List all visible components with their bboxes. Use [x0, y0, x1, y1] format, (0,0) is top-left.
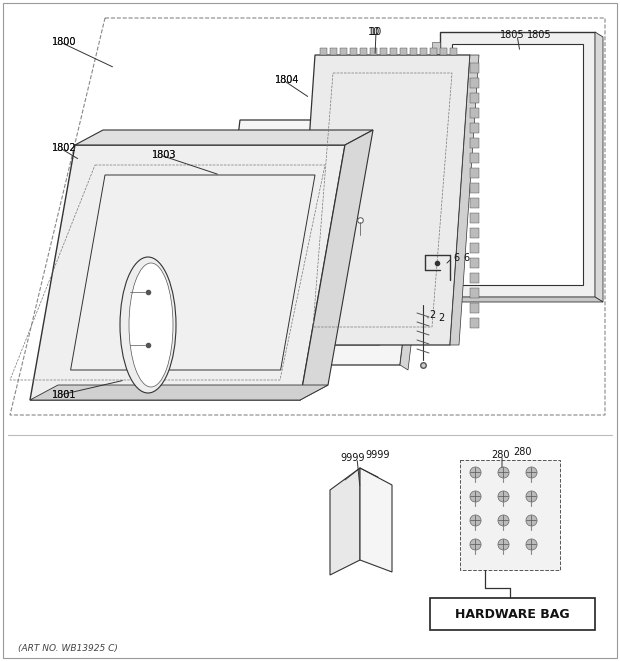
Polygon shape — [432, 276, 440, 288]
Polygon shape — [432, 168, 440, 180]
Polygon shape — [400, 120, 438, 370]
Polygon shape — [30, 385, 328, 400]
Text: 1803: 1803 — [152, 150, 177, 160]
Polygon shape — [410, 48, 417, 55]
Polygon shape — [470, 138, 479, 148]
Text: 2: 2 — [438, 313, 445, 323]
Text: 1801: 1801 — [52, 390, 76, 400]
Polygon shape — [470, 318, 479, 328]
Polygon shape — [420, 48, 427, 55]
Polygon shape — [300, 130, 373, 400]
Text: 1802: 1802 — [52, 143, 77, 153]
Text: 1800: 1800 — [52, 37, 76, 47]
Polygon shape — [432, 240, 440, 252]
Text: 280: 280 — [492, 450, 510, 460]
Polygon shape — [230, 140, 410, 345]
Polygon shape — [440, 32, 595, 297]
Text: 10: 10 — [368, 27, 380, 37]
Text: 1805: 1805 — [500, 30, 525, 40]
Polygon shape — [400, 48, 407, 55]
Polygon shape — [432, 186, 440, 198]
Text: 6: 6 — [463, 253, 469, 263]
Text: 6: 6 — [454, 253, 460, 263]
Ellipse shape — [129, 263, 173, 387]
Bar — [430, 598, 595, 630]
Text: 10: 10 — [370, 27, 383, 37]
Text: (ART NO. WB13925 C): (ART NO. WB13925 C) — [18, 644, 118, 652]
Polygon shape — [30, 145, 345, 400]
Polygon shape — [360, 48, 367, 55]
Polygon shape — [360, 468, 392, 572]
Text: 1805: 1805 — [527, 30, 552, 40]
Text: 1803: 1803 — [152, 150, 177, 160]
Polygon shape — [390, 48, 397, 55]
Polygon shape — [295, 55, 470, 345]
Polygon shape — [470, 63, 479, 73]
Polygon shape — [452, 44, 583, 285]
Polygon shape — [470, 168, 479, 178]
Polygon shape — [470, 213, 479, 223]
Polygon shape — [470, 93, 479, 103]
Polygon shape — [470, 258, 479, 268]
Polygon shape — [432, 42, 440, 54]
Polygon shape — [470, 108, 479, 118]
Polygon shape — [470, 303, 479, 313]
Polygon shape — [470, 153, 479, 163]
Polygon shape — [432, 222, 440, 234]
Text: 1800: 1800 — [52, 37, 76, 47]
Polygon shape — [350, 48, 357, 55]
Text: 1804: 1804 — [275, 75, 299, 85]
Polygon shape — [595, 32, 603, 302]
Text: 9999: 9999 — [340, 453, 365, 463]
Polygon shape — [440, 48, 447, 55]
Polygon shape — [380, 48, 387, 55]
Polygon shape — [470, 78, 479, 88]
Ellipse shape — [120, 257, 176, 393]
Polygon shape — [75, 130, 373, 145]
Polygon shape — [370, 48, 377, 55]
Polygon shape — [432, 78, 440, 90]
Polygon shape — [432, 60, 440, 72]
Text: 9999: 9999 — [365, 450, 389, 460]
Polygon shape — [330, 48, 337, 55]
Polygon shape — [340, 48, 347, 55]
Polygon shape — [470, 243, 479, 253]
Polygon shape — [320, 48, 327, 55]
Polygon shape — [450, 55, 479, 345]
Polygon shape — [470, 288, 479, 298]
Text: 1802: 1802 — [52, 143, 77, 153]
Polygon shape — [440, 297, 603, 302]
Text: 1804: 1804 — [275, 75, 299, 85]
Polygon shape — [432, 204, 440, 216]
Polygon shape — [450, 48, 457, 55]
Polygon shape — [330, 468, 360, 575]
Polygon shape — [432, 150, 440, 162]
Polygon shape — [432, 132, 440, 144]
Polygon shape — [470, 198, 479, 208]
Text: 1801: 1801 — [52, 390, 76, 400]
Polygon shape — [430, 48, 437, 55]
Polygon shape — [470, 123, 479, 133]
Polygon shape — [470, 183, 479, 193]
Polygon shape — [71, 175, 315, 370]
Polygon shape — [470, 228, 479, 238]
Polygon shape — [432, 96, 440, 108]
Text: eReplacementParts.com: eReplacementParts.com — [246, 340, 374, 350]
Polygon shape — [460, 460, 560, 570]
Text: 2: 2 — [429, 310, 435, 320]
Polygon shape — [432, 258, 440, 270]
Polygon shape — [432, 114, 440, 126]
Polygon shape — [210, 120, 430, 365]
Polygon shape — [470, 273, 479, 283]
Text: HARDWARE BAG: HARDWARE BAG — [455, 607, 570, 621]
Text: 280: 280 — [513, 447, 531, 457]
